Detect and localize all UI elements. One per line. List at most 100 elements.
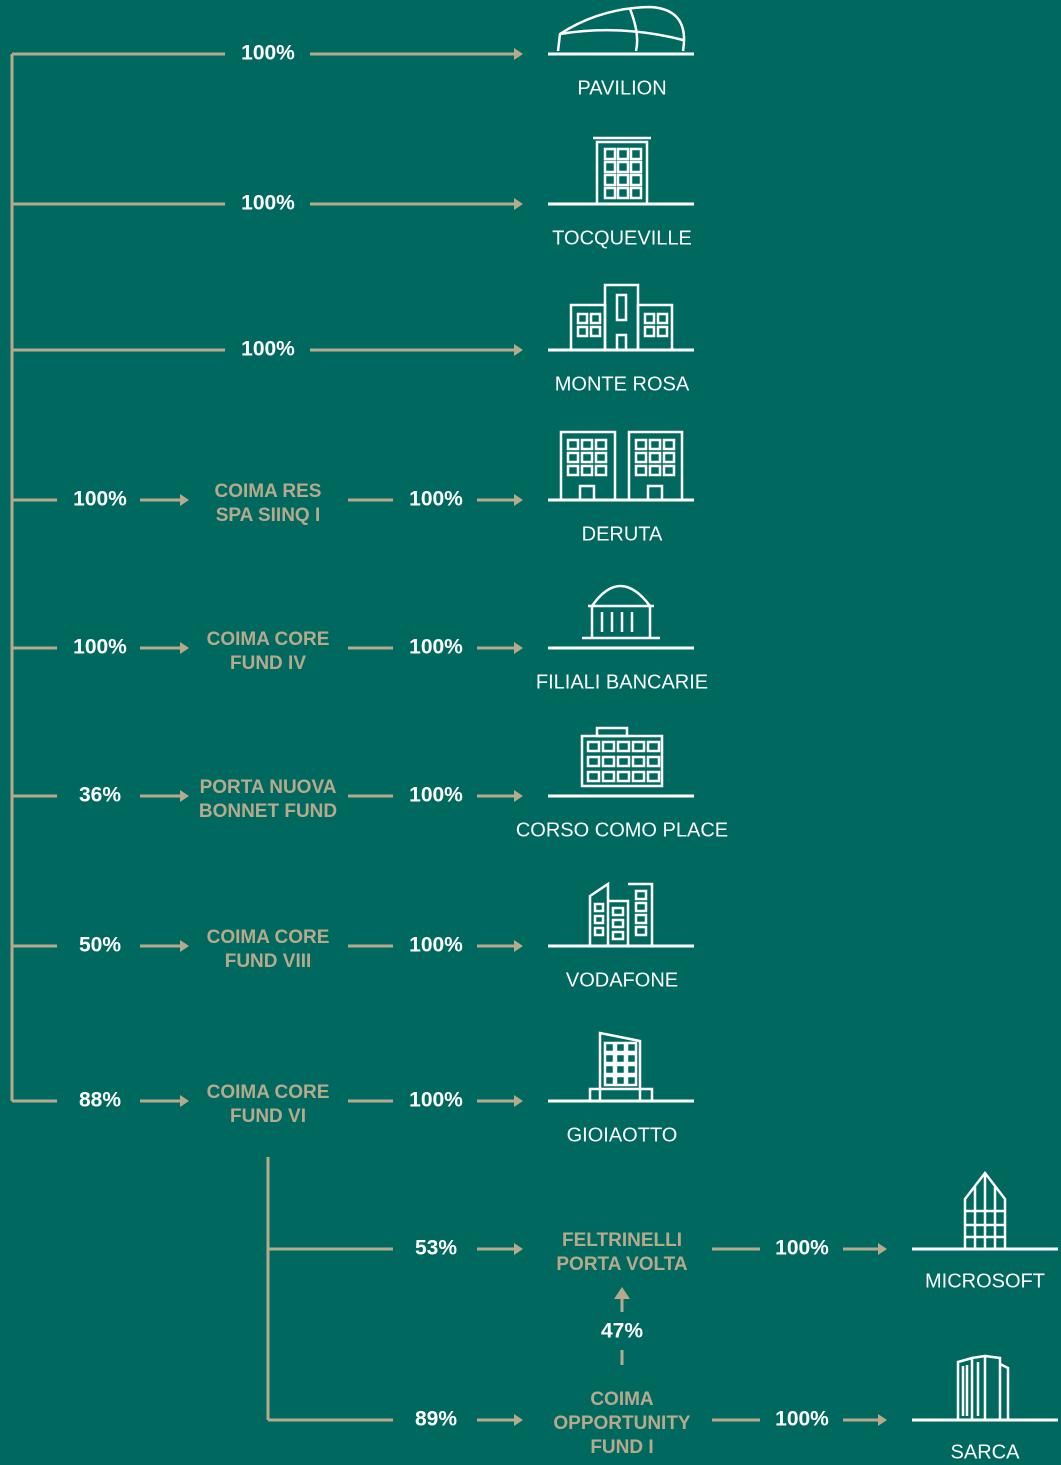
asset-name: TOCQUEVILLE: [552, 227, 692, 249]
building-icon: [582, 584, 660, 640]
building-icon: [580, 734, 664, 788]
building-icon: [616, 770, 631, 783]
ownership-pct: 100%: [775, 1237, 829, 1260]
building-icon: [580, 464, 594, 477]
arrowhead: [514, 48, 523, 60]
building-icon: [646, 484, 664, 502]
arrowhead: [514, 1243, 523, 1255]
building-icon: [614, 1074, 627, 1087]
asset-name: DERUTA: [582, 523, 663, 545]
fund-name: BONNET FUND: [199, 801, 337, 822]
fund-name: OPPORTUNITY: [553, 1413, 691, 1434]
building-icon: [576, 312, 589, 325]
fund-name: FUND VIII: [225, 951, 312, 972]
building-icon: [601, 755, 616, 768]
building-icon: [588, 1087, 654, 1103]
building-icon: [616, 740, 631, 753]
ownership-pct: 50%: [79, 934, 121, 957]
ownership-pct: 100%: [73, 636, 127, 659]
asset-name: MONTE ROSA: [555, 373, 690, 395]
building-icon: [616, 147, 630, 161]
asset-name: FILIALI BANCARIE: [536, 671, 708, 693]
building-icon: [615, 293, 628, 322]
building-icon: [595, 140, 649, 206]
building-icon: [586, 740, 601, 753]
building-icon: [656, 312, 669, 325]
ownership-pct: 100%: [409, 934, 463, 957]
fund-name: COIMA CORE: [207, 629, 330, 650]
building-icon: [634, 901, 648, 913]
fund-name: COIMA RES: [215, 481, 322, 502]
building-icon: [631, 755, 646, 768]
fund-name: FELTRINELLI: [562, 1230, 682, 1251]
building-icon: [601, 740, 616, 753]
building-icon: [648, 438, 662, 451]
ownership-pct: 100%: [409, 636, 463, 659]
arrowhead: [180, 790, 189, 802]
building-icon: [634, 451, 648, 464]
asset-name: MICROSOFT: [925, 1270, 1045, 1292]
fund-name: COIMA: [590, 1389, 654, 1410]
building-icon: [586, 770, 601, 783]
arrowhead: [514, 1414, 523, 1426]
building-icon: [656, 325, 669, 338]
arrowhead: [514, 1095, 523, 1107]
building-icon: [593, 902, 605, 913]
building-icon: [566, 438, 580, 451]
building-icon: [631, 740, 646, 753]
building-icon: [603, 1041, 616, 1054]
fund-name: PORTA VOLTA: [556, 1254, 688, 1275]
building-icon: [594, 464, 608, 477]
asset-name: CORSO COMO PLACE: [516, 819, 728, 841]
building-icon: [648, 464, 662, 477]
building-icon: [625, 1063, 638, 1076]
asset-name: GIOIAOTTO: [567, 1124, 678, 1146]
fund-name: FUND I: [590, 1437, 653, 1458]
arrowhead: [514, 344, 523, 356]
ownership-pct: 89%: [415, 1408, 457, 1431]
ownership-pct: 100%: [409, 488, 463, 511]
asset-name: PAVILION: [577, 77, 666, 99]
arrowhead: [514, 494, 523, 506]
building-icon: [611, 918, 625, 929]
arrowhead: [878, 1243, 887, 1255]
building-icon: [634, 913, 648, 925]
building-icon: [646, 755, 661, 768]
building-icon: [588, 881, 654, 946]
arrowhead: [180, 940, 189, 952]
ownership-pct: 36%: [79, 784, 121, 807]
building-icon: [643, 325, 656, 338]
building-icon: [662, 464, 676, 477]
fund-name: SPA SIINQ I: [216, 505, 321, 526]
building-icon: [629, 186, 643, 200]
arrowhead: [514, 198, 523, 210]
ownership-pct: 47%: [601, 1320, 643, 1343]
building-icon: [629, 160, 643, 174]
building-icon: [556, 5, 686, 52]
building-icon: [616, 186, 630, 200]
ownership-pct: 100%: [73, 488, 127, 511]
building-icon: [586, 755, 601, 768]
fund-name: COIMA CORE: [207, 927, 330, 948]
building-icon: [615, 333, 628, 352]
building-icon: [646, 740, 661, 753]
ownership-pct: 100%: [409, 784, 463, 807]
building-icon: [648, 451, 662, 464]
building-icon: [629, 173, 643, 187]
building-icon: [646, 770, 661, 783]
building-icon: [662, 438, 676, 451]
building-icon: [580, 451, 594, 464]
building-icon: [625, 1052, 638, 1065]
ownership-pct: 100%: [241, 42, 295, 65]
building-icon: [603, 1074, 616, 1087]
arrowhead: [180, 642, 189, 654]
building-icon: [566, 464, 580, 477]
building-icon: [611, 930, 625, 941]
arrowhead: [514, 642, 523, 654]
building-icon: [629, 147, 643, 161]
arrowhead: [614, 1287, 630, 1299]
building-icon: [580, 438, 594, 451]
ownership-pct: 100%: [241, 192, 295, 215]
asset-name: SARCA: [951, 1441, 1021, 1463]
building-icon: [578, 484, 596, 502]
